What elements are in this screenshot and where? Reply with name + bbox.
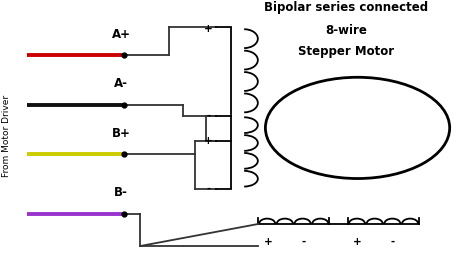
Text: A+: A+	[112, 28, 131, 41]
Text: Stepper Motor: Stepper Motor	[298, 45, 394, 58]
Text: -: -	[391, 237, 395, 247]
Text: +: +	[353, 237, 362, 247]
Text: A-: A-	[114, 77, 128, 90]
Text: +: +	[204, 24, 213, 34]
Text: From Motor Driver: From Motor Driver	[2, 95, 11, 177]
Text: Bipolar series connected: Bipolar series connected	[264, 1, 428, 14]
Text: +: +	[204, 136, 213, 146]
Text: 8-wire: 8-wire	[325, 24, 367, 37]
Text: B-: B-	[114, 186, 128, 199]
Text: +: +	[264, 237, 272, 247]
Text: -: -	[301, 237, 305, 247]
Text: -: -	[207, 184, 211, 194]
Text: -: -	[207, 111, 211, 121]
Text: B+: B+	[112, 127, 131, 140]
